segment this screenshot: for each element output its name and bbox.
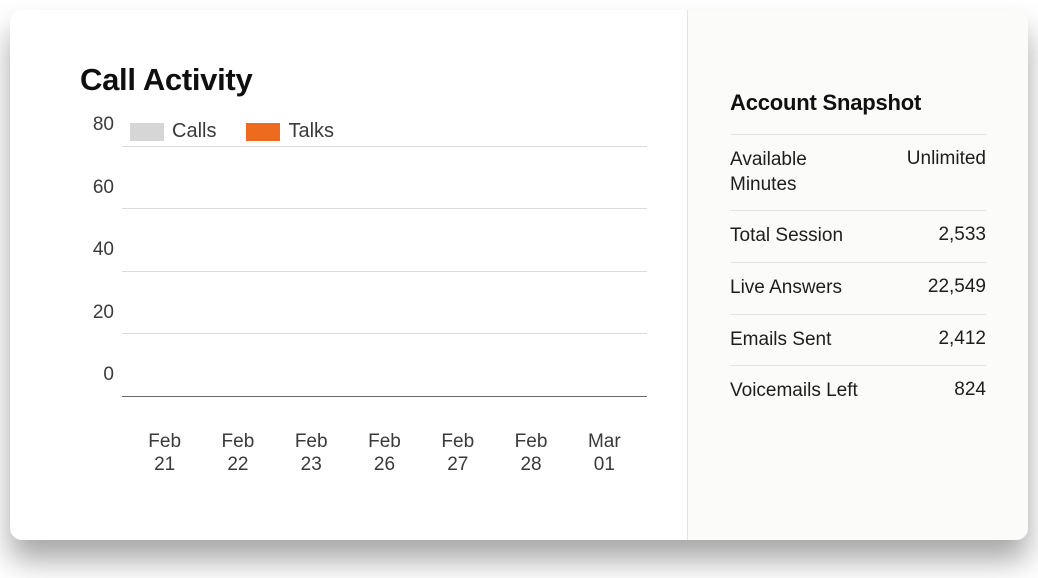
- snapshot-row: Voicemails Left 824: [730, 365, 986, 417]
- x-axis-label: Feb21: [140, 430, 190, 478]
- snapshot-row-value: 824: [954, 379, 986, 401]
- x-axis-labels: Feb21 Feb22 Feb23 Feb26 Feb27 Feb28 Mar01: [122, 430, 647, 478]
- account-snapshot-panel: Account Snapshot Available Minutes Unlimi…: [688, 10, 1028, 540]
- bars-container: [122, 147, 647, 396]
- snapshot-row-value: 2,412: [938, 328, 986, 350]
- snapshot-row-value: Unlimited: [907, 148, 986, 170]
- snapshot-row-label: Live Answers: [730, 276, 842, 301]
- x-axis-label: Feb27: [433, 430, 483, 478]
- snapshot-row-value: 2,533: [938, 224, 986, 246]
- snapshot-row: Emails Sent 2,412: [730, 314, 986, 366]
- chart-legend: Calls Talks: [130, 120, 647, 143]
- snapshot-row-label: Available Minutes: [730, 148, 870, 197]
- snapshot-title: Account Snapshot: [730, 90, 986, 116]
- snapshot-row-value: 22,549: [928, 276, 986, 298]
- snapshot-row-label: Total Session: [730, 224, 843, 249]
- x-axis-label: Mar01: [579, 430, 629, 478]
- y-tick-2: 40: [93, 239, 114, 261]
- y-tick-0: 0: [103, 364, 114, 386]
- legend-label-calls: Calls: [172, 120, 216, 143]
- x-axis-label: Feb23: [286, 430, 336, 478]
- x-axis-label: Feb22: [213, 430, 263, 478]
- legend-swatch-talks: [246, 123, 280, 141]
- y-tick-4: 80: [93, 114, 114, 136]
- legend-item-talks: Talks: [246, 120, 334, 143]
- legend-label-talks: Talks: [288, 120, 334, 143]
- x-axis-label: Feb28: [506, 430, 556, 478]
- legend-swatch-calls: [130, 123, 164, 141]
- y-tick-1: 20: [93, 302, 114, 324]
- legend-item-calls: Calls: [130, 120, 216, 143]
- call-activity-panel: Call Activity Calls Talks 0 20 40 60 80: [10, 10, 688, 540]
- snapshot-row-label: Emails Sent: [730, 328, 831, 353]
- x-axis-label: Feb26: [359, 430, 409, 478]
- dashboard-card: Call Activity Calls Talks 0 20 40 60 80: [10, 10, 1028, 540]
- snapshot-row-label: Voicemails Left: [730, 379, 858, 404]
- y-axis: 0 20 40 60 80: [80, 147, 122, 397]
- y-tick-3: 60: [93, 177, 114, 199]
- plot-area: [122, 147, 647, 397]
- chart-title: Call Activity: [80, 62, 647, 98]
- chart-area: 0 20 40 60 80 Feb21Feb22Feb23Feb26Feb27F…: [80, 147, 647, 427]
- snapshot-row: Total Session 2,533: [730, 210, 986, 262]
- snapshot-rows: Available Minutes Unlimited Total Session 2…: [730, 134, 986, 417]
- snapshot-row: Available Minutes Unlimited: [730, 134, 986, 210]
- snapshot-row: Live Answers 22,549: [730, 262, 986, 314]
